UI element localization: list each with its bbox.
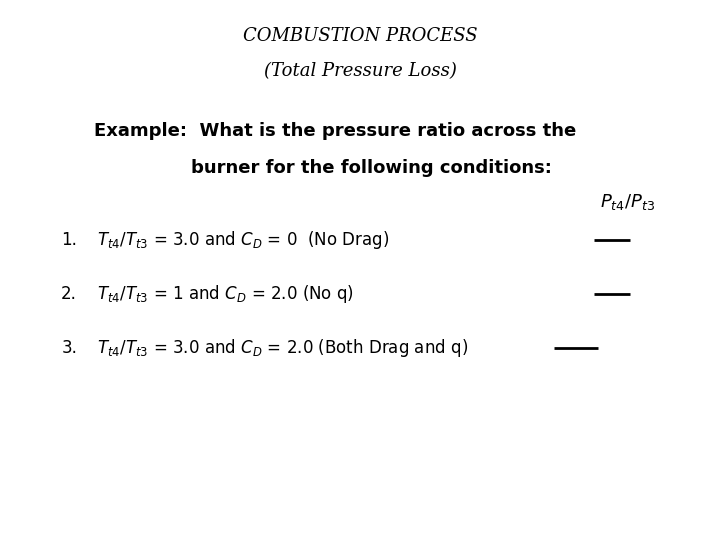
Text: 3.: 3. [61,339,77,357]
Text: $P_{t4}/P_{t3}$: $P_{t4}/P_{t3}$ [600,192,655,212]
Text: $T_{t4}/T_{t3}$ = 1 and $C_D$ = 2.0 (No q): $T_{t4}/T_{t3}$ = 1 and $C_D$ = 2.0 (No … [97,284,354,305]
Text: COMBUSTION PROCESS: COMBUSTION PROCESS [243,27,477,45]
Text: 2.: 2. [61,285,77,303]
Text: 1.: 1. [61,231,77,249]
Text: $T_{t4}/T_{t3}$ = 3.0 and $C_D$ = 0  (No Drag): $T_{t4}/T_{t3}$ = 3.0 and $C_D$ = 0 (No … [97,230,390,251]
Text: $T_{t4}/T_{t3}$ = 3.0 and $C_D$ = 2.0 (Both Drag and q): $T_{t4}/T_{t3}$ = 3.0 and $C_D$ = 2.0 (B… [97,338,469,359]
Text: burner for the following conditions:: burner for the following conditions: [191,159,552,177]
Text: (Total Pressure Loss): (Total Pressure Loss) [264,62,456,80]
Text: Example:  What is the pressure ratio across the: Example: What is the pressure ratio acro… [94,122,576,139]
